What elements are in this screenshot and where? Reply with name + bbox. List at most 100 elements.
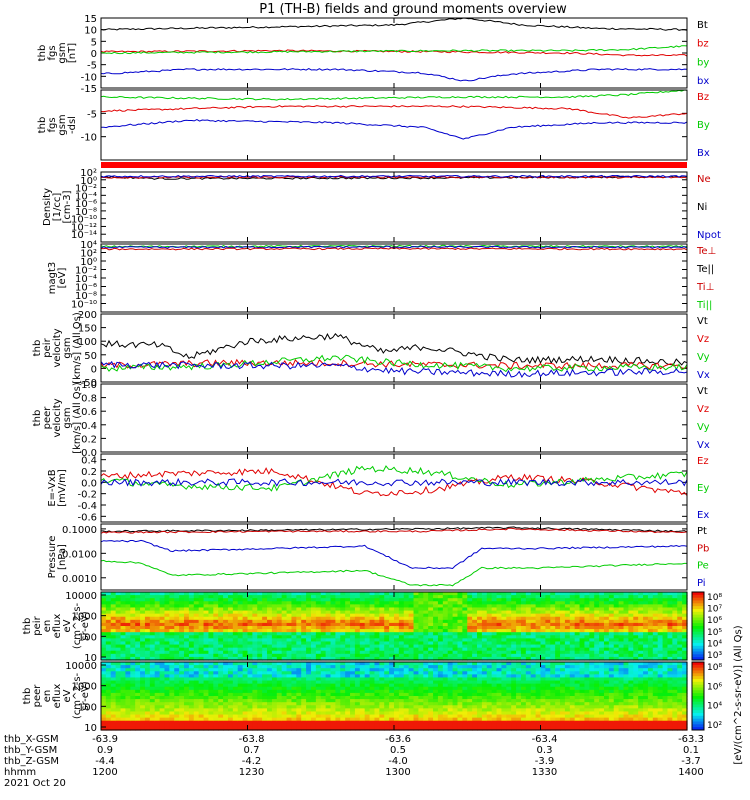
spectrogram-cell [394,723,400,728]
spectrogram-cell [340,653,346,658]
spectrogram-cell [281,656,288,661]
spectrogram-cell [179,641,185,646]
spectrogram-cell [227,595,234,599]
spectrogram-cell [330,619,336,624]
spectrogram-cell [164,653,170,658]
spectrogram-cell [101,705,107,709]
spectrogram-cell [599,635,605,639]
spectrogram-cell [237,641,244,646]
spectrogram-cell [213,622,219,627]
spectrogram-cell [413,683,420,688]
spectrogram-cell [135,598,141,602]
y-tick-label: 10² [80,168,97,179]
spectrogram-cell [506,699,512,703]
spectrogram-cell [394,622,400,627]
spectrogram-cell [584,607,590,612]
spectrogram-cell [198,629,205,633]
spectrogram-cell [511,653,517,658]
spectrogram-cell [286,650,293,655]
spectrogram-cell [125,680,131,685]
spectrogram-cell [203,598,210,602]
spectrogram-cell [520,650,527,655]
spectrogram-cell [286,689,293,694]
spectrogram-cell [394,616,400,621]
spectrogram-cell [408,653,415,658]
spectrogram-cell [511,595,517,599]
spectrogram-cell [408,592,415,596]
spectrogram-cell [418,665,424,669]
spectrogram-cell [379,644,385,649]
spectrogram-cell [633,613,639,618]
spectrogram-cell [506,604,512,609]
spectrogram-cell [569,638,576,643]
spectrogram-cell [306,592,312,596]
spectrogram-cell [481,665,488,669]
spectrogram-cell [159,689,166,694]
spectrogram-cell [379,705,385,709]
spectrogram-cell [481,635,488,639]
spectrogram-cell [423,598,429,602]
spectrogram-cell [467,708,473,713]
spectrogram-cell [247,598,253,602]
spectrogram-cell [135,696,141,700]
spectrogram-cell [384,641,390,646]
spectrogram-cell [408,671,415,675]
spectrogram-cell [555,656,561,661]
spectrogram-cell [120,595,127,599]
spectrogram-cell [232,662,239,666]
spectrogram-cell [520,699,527,703]
spectrogram-cell [223,705,229,709]
spectrogram-cell [154,601,161,605]
spectrogram-cell [442,656,449,661]
spectrogram-cell [130,632,136,636]
spectrogram-cell [647,598,654,602]
spectrogram-cell [144,653,151,658]
spectrogram-cell [486,598,493,602]
spectrogram-cell [310,671,317,675]
spectrogram-cell [545,592,551,596]
spectrogram-cell [335,686,341,691]
spectrogram-cell [135,726,141,731]
spectrogram-cell [574,629,581,633]
spectrogram-cell [345,638,351,643]
spectrogram-cell [442,653,449,658]
spectrogram-cell [120,607,127,612]
spectrogram-cell [306,680,312,685]
spectrogram-cell [286,653,293,658]
spectrogram-cell [354,626,361,630]
spectrogram-cell [208,680,214,685]
spectrogram-cell [350,696,356,700]
spectrogram-cell [223,671,229,675]
y-axis-label: fgs [47,117,58,132]
spectrogram-cell [296,598,302,602]
spectrogram-cell [296,711,302,716]
spectrogram-cell [442,686,449,691]
spectrogram-cell [652,650,659,655]
spectrogram-cell [301,613,307,618]
spectrogram-cell [174,610,180,615]
spectrogram-cell [335,641,341,646]
spectrogram-cell [516,665,522,669]
spectrogram-cell [330,638,336,643]
spectrogram-cell [418,653,424,658]
spectrogram-cell [120,601,127,605]
spectrogram-cell [169,686,175,691]
spectrogram-cell [403,595,410,599]
spectrogram-cell [481,653,488,658]
spectrogram-cell [613,607,620,612]
spectrogram-cell [257,708,263,713]
spectrogram-cell [408,720,415,725]
spectrogram-cell [428,601,434,605]
y-axis-label: peir [32,615,43,635]
spectrogram-cell [223,662,229,666]
spectrogram-cell [203,629,210,633]
spectrogram-cell [525,613,532,618]
spectrogram-cell [140,671,146,675]
spectrogram-cell [218,711,224,716]
spectrogram-cell [223,689,229,694]
spectrogram-cell [472,607,478,612]
spectrogram-cell [310,665,317,669]
spectrogram-cell [437,613,444,618]
spectrogram-cell [477,705,483,709]
